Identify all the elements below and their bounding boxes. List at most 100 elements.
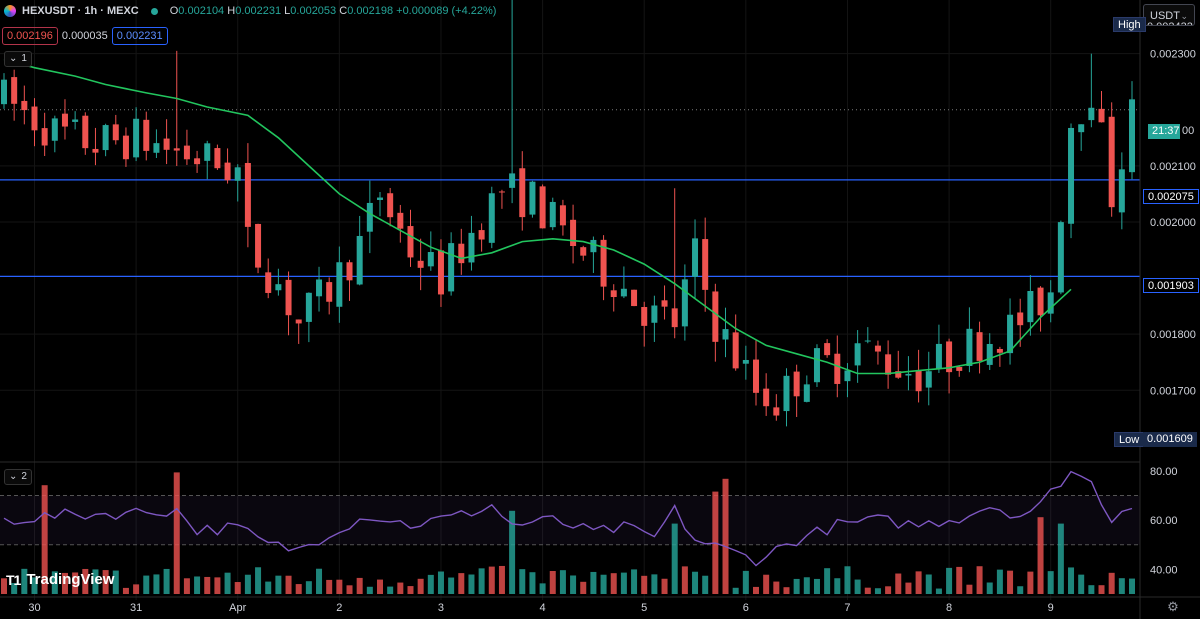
- tradingview-logo[interactable]: T1 TradingView: [6, 571, 115, 588]
- volume-bar: [773, 581, 780, 594]
- volume-bar: [519, 569, 526, 594]
- level-label-1[interactable]: 0.002075: [1143, 189, 1199, 204]
- candle-body: [305, 292, 312, 322]
- rsi-path: [3, 470, 1133, 567]
- symbol-title[interactable]: HEXUSDT · 1h · MEXC: [22, 5, 139, 17]
- volume-bar: [173, 472, 180, 594]
- volume-bar: [1118, 578, 1125, 594]
- candle-body: [285, 279, 292, 316]
- candle-body: [102, 125, 109, 151]
- volume-bar: [21, 568, 28, 594]
- time-tick-label: 3: [438, 602, 444, 614]
- moving-average-line: [3, 58, 1072, 375]
- volume-bar: [590, 571, 597, 594]
- volume-bar: [986, 582, 993, 594]
- candle-body: [854, 343, 861, 366]
- volume-bar: [610, 573, 617, 594]
- rsi-tick-label: 40.00: [1150, 564, 1178, 576]
- candle-body: [935, 343, 942, 369]
- pane-2-toggle[interactable]: ⌄ 2: [4, 469, 32, 485]
- rsi-band: [0, 495, 1140, 545]
- volume-bar: [488, 566, 495, 594]
- volume-bar: [41, 485, 48, 594]
- volume-bar: [183, 578, 190, 594]
- volume-bar: [468, 574, 475, 594]
- grid-lines: [0, 0, 1140, 600]
- moving-average-path: [3, 58, 1072, 375]
- gear-icon[interactable]: ⚙: [1167, 599, 1179, 614]
- candle-body: [1129, 99, 1135, 173]
- candle-body: [844, 370, 851, 382]
- candle-body: [498, 191, 505, 193]
- volume-bar: [946, 567, 953, 594]
- candle-body: [346, 262, 353, 281]
- time-tick-label: 7: [844, 602, 850, 614]
- rsi-tick-label: 60.00: [1150, 515, 1178, 527]
- candle-body: [600, 239, 607, 287]
- volume-bar: [427, 574, 434, 594]
- volume-bar: [356, 577, 363, 594]
- volume-bar: [854, 579, 861, 594]
- price-tick-label: 0.001800: [1150, 329, 1196, 341]
- candle-body: [874, 345, 881, 352]
- volume-bar: [316, 568, 323, 594]
- time-tick-label: 6: [743, 602, 749, 614]
- volume-bar: [143, 575, 150, 594]
- candle-body: [539, 186, 546, 229]
- volume-bar: [1047, 571, 1054, 594]
- volume-bar: [478, 568, 485, 594]
- volume-bar: [935, 588, 942, 594]
- volume-bar: [763, 574, 770, 594]
- candle-body: [21, 100, 28, 111]
- symbol-legend[interactable]: HEXUSDT · 1h · MEXC O0.002104 H0.002231 …: [4, 5, 496, 17]
- sell-price[interactable]: 0.002196: [2, 27, 58, 45]
- volume-bar: [265, 581, 272, 594]
- time-tick-label: 31: [130, 602, 142, 614]
- candle-body: [834, 353, 841, 384]
- volume-bar: [1017, 586, 1024, 594]
- candle-body: [1078, 124, 1085, 133]
- candle-body: [72, 119, 79, 122]
- candle-body: [610, 290, 617, 298]
- bid-ask-panel: 0.002196 0.000035 0.002231: [2, 27, 168, 45]
- candle-body: [61, 113, 68, 127]
- price-tick-label: 0.002100: [1150, 161, 1196, 173]
- candle-body: [488, 193, 495, 243]
- pane-1-toggle[interactable]: ⌄ 1: [4, 51, 32, 67]
- level-label-2[interactable]: 0.001903: [1143, 278, 1199, 293]
- currency-select[interactable]: USDT ⌄: [1143, 4, 1195, 26]
- volume-bar: [387, 586, 394, 594]
- candle-body: [173, 148, 180, 151]
- candle-body: [244, 162, 251, 227]
- time-tick-label: 4: [540, 602, 546, 614]
- buy-price[interactable]: 0.002231: [111, 27, 168, 45]
- volume-bar: [255, 567, 262, 594]
- volume-bar: [976, 566, 983, 594]
- candle-body: [549, 201, 556, 228]
- candle-body: [783, 375, 790, 412]
- volume-bar: [905, 582, 912, 594]
- volume-bar: [326, 579, 333, 594]
- volume-bar: [275, 575, 282, 594]
- volume-bar: [448, 577, 455, 594]
- time-tick-label: 8: [946, 602, 952, 614]
- chevron-down-icon: ⌄: [1180, 11, 1188, 21]
- volume-bar: [885, 586, 892, 594]
- volume-bar: [793, 578, 800, 594]
- price-tick-label: 0.002300: [1150, 49, 1196, 61]
- volume-bar: [549, 570, 556, 594]
- candle-body: [712, 291, 719, 342]
- volume-bar: [661, 578, 668, 594]
- candle-body: [570, 219, 577, 247]
- candle-body: [631, 289, 638, 307]
- volume-bar: [285, 575, 292, 594]
- candle-body: [946, 341, 953, 373]
- volume-bar: [437, 571, 444, 594]
- volume-bar: [458, 573, 465, 594]
- volume-bar: [112, 570, 119, 594]
- candle-body: [41, 128, 48, 146]
- candle-body: [1017, 312, 1024, 326]
- current-price-suffix: 00: [1182, 125, 1195, 137]
- volume-bar: [92, 569, 99, 594]
